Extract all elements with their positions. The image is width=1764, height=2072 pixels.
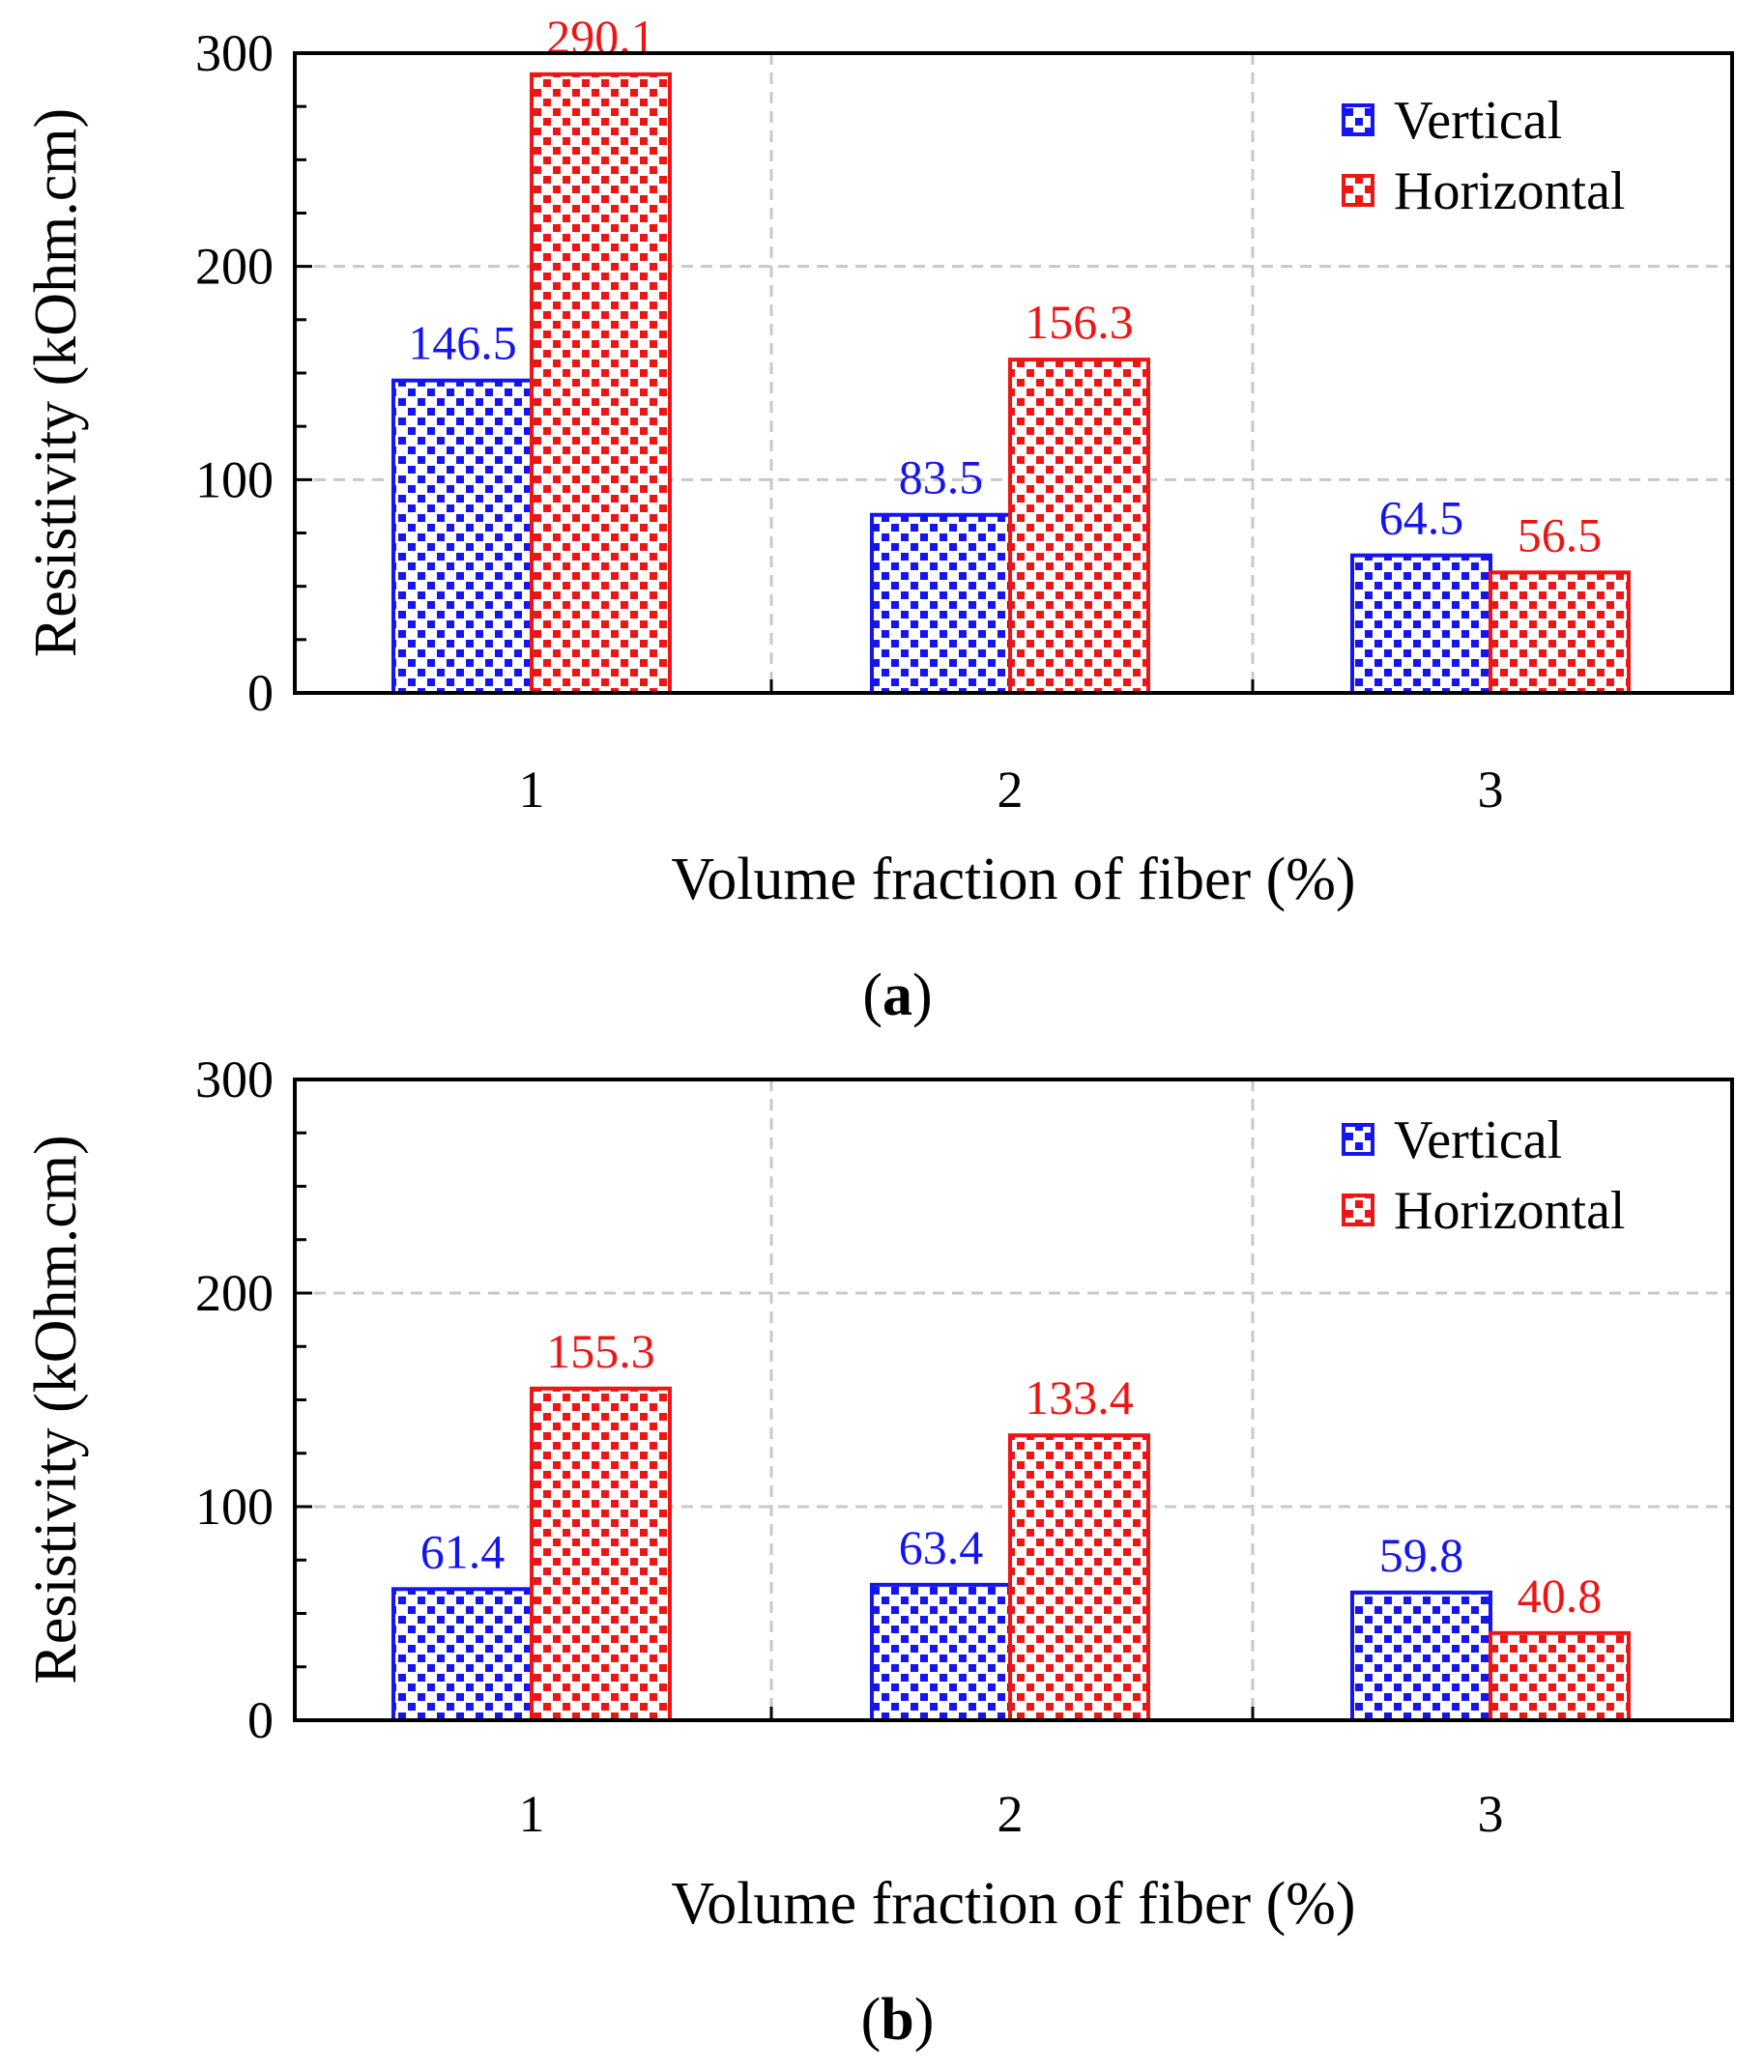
data-label-horizontal-1: 155.3: [546, 1324, 655, 1378]
panel-label: (b): [861, 1987, 935, 2053]
bar-horizontal-3: [1489, 570, 1631, 695]
x-axis-title: Volume fraction of fiber (%): [671, 1871, 1355, 1937]
bar-vertical-2: [870, 512, 1012, 696]
chart-panel-a: 146.5 83.5 64.5 290.1 156.3 56.5 0 100 200 300 1 2 3…: [23, 10, 1734, 1028]
y-tick-label: 200: [195, 238, 274, 296]
bar-horizontal-1: [530, 72, 672, 695]
panel-label: (a): [862, 963, 932, 1028]
data-label-horizontal-3: 56.5: [1518, 507, 1603, 561]
bar-horizontal-3: [1489, 1630, 1631, 1723]
y-tick-label: 0: [247, 1691, 274, 1749]
data-label-horizontal-2: 133.4: [1025, 1370, 1134, 1424]
y-tick-label: 0: [247, 664, 274, 722]
bar-horizontal-2: [1008, 1433, 1150, 1723]
bar-vertical-3: [1350, 1590, 1492, 1723]
x-tick-label: 1: [519, 761, 545, 819]
bar-horizontal-1: [530, 1386, 672, 1722]
bar-vertical-2: [870, 1582, 1012, 1722]
data-label-vertical-2: 63.4: [899, 1520, 984, 1574]
panel-letter: b: [881, 1987, 913, 2053]
chart-panel-b: 61.4 63.4 59.8 155.3 133.4 40.8 0 100 200 300 1 2 3 V…: [23, 1050, 1734, 2053]
bar-horizontal-2: [1008, 358, 1150, 695]
legend-swatch-vertical: [1342, 1123, 1374, 1156]
legend: Vertical Horizontal: [1342, 91, 1625, 221]
x-tick-label: 3: [1478, 761, 1504, 819]
x-tick-label: 2: [998, 1785, 1024, 1843]
y-tick-label: 100: [195, 450, 274, 508]
data-label-vertical-3: 59.8: [1379, 1528, 1464, 1582]
legend-swatch-horizontal: [1342, 1194, 1374, 1226]
data-label-vertical-1: 61.4: [420, 1524, 506, 1578]
legend-swatch-vertical: [1342, 103, 1374, 136]
x-tick-label: 1: [519, 1785, 545, 1843]
legend-label-horizontal: Horizontal: [1394, 161, 1625, 221]
legend: Vertical Horizontal: [1342, 1110, 1625, 1241]
y-tick-label: 300: [195, 24, 274, 82]
data-label-vertical-3: 64.5: [1379, 491, 1464, 545]
data-label-horizontal-1: 290.1: [546, 10, 655, 64]
bar-vertical-1: [391, 1587, 534, 1723]
x-axis-title: Volume fraction of fiber (%): [671, 847, 1355, 912]
legend-swatch-horizontal: [1342, 174, 1374, 207]
y-axis-title: Resistivity (kOhm.cm): [23, 108, 89, 657]
data-label-horizontal-2: 156.3: [1025, 295, 1134, 349]
bar-vertical-1: [391, 378, 534, 695]
bar-vertical-3: [1350, 553, 1492, 695]
y-axis-title: Resistivity (kOhm.cm): [23, 1135, 89, 1684]
data-label-horizontal-3: 40.8: [1518, 1568, 1603, 1623]
data-label-vertical-2: 83.5: [899, 450, 984, 504]
x-tick-label: 3: [1478, 1785, 1504, 1843]
legend-label-horizontal: Horizontal: [1394, 1181, 1625, 1241]
legend-label-vertical: Vertical: [1394, 91, 1562, 151]
y-tick-label: 100: [195, 1478, 274, 1536]
legend-label-vertical: Vertical: [1394, 1110, 1562, 1170]
y-tick-label: 300: [195, 1050, 274, 1108]
panel-letter: a: [882, 963, 912, 1028]
y-tick-label: 200: [195, 1264, 274, 1322]
x-tick-label: 2: [998, 761, 1024, 819]
data-label-vertical-1: 146.5: [408, 316, 517, 370]
